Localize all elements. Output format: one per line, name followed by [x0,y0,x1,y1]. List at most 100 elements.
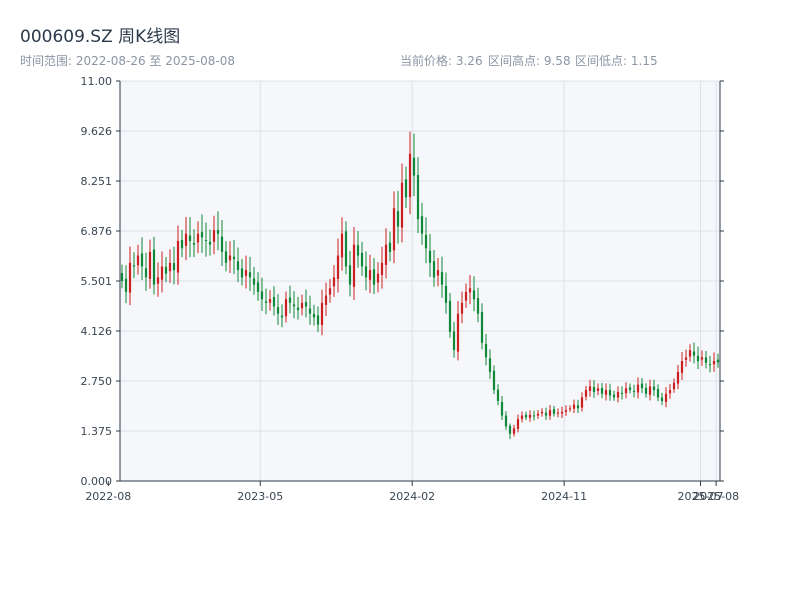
candle-up [680,361,684,373]
candle-down [600,388,604,394]
candle-down [296,307,300,311]
candle-down [708,364,712,366]
candle-up [156,277,160,284]
candle-up [300,302,304,309]
candle-down [432,261,436,278]
candle-up [516,419,520,429]
candle-down [412,157,416,176]
candle-up [536,413,540,416]
candle-up [464,291,468,301]
candle-down [240,268,244,278]
candle-down [144,268,148,278]
candle-up [560,411,564,414]
candle-down [452,331,456,351]
candle-down [420,216,424,234]
candle-up [352,244,356,287]
candle-up [168,262,172,272]
candle-up [568,408,572,410]
candle-up [228,255,232,261]
candle-down [480,312,484,343]
candle-down [224,251,228,263]
candle-down [692,351,696,356]
candle-down [632,390,636,392]
candle-down [132,265,136,267]
candle-down [696,355,700,361]
candle-up [636,384,640,393]
candle-down [140,253,144,267]
candle-up [384,244,388,265]
candle-up [512,428,516,434]
x-tick-label: 2024-02 [389,490,435,503]
candle-down [608,390,612,396]
candle-up [624,388,628,394]
candle-down [364,266,368,278]
range-low-label: 区间低点: 1.15 [575,54,658,68]
candle-down [252,278,256,285]
candle-up [468,288,472,293]
candle-down [120,273,124,281]
candle-down [496,389,500,401]
candle-up [556,412,560,414]
candle-up [460,302,464,314]
candle-down [216,229,220,234]
candle-down [544,412,548,416]
candle-up [540,411,544,414]
candle-up [564,410,568,412]
candle-down [492,370,496,391]
candle-up [268,299,272,303]
candle-down [428,250,432,263]
candle-up [328,288,332,295]
candle-down [628,387,632,391]
candle-down [476,298,480,314]
y-tick-label: 5.501 [81,275,113,288]
candle-down [484,343,488,358]
candle-down [204,240,208,242]
candle-down [344,231,348,267]
date-range-label: 时间范围: 2022-08-26 至 2025-08-08 [20,54,235,68]
x-tick-label: 2024-11 [541,490,587,503]
x-tick-label: 2023-05 [237,490,283,503]
candle-down [236,261,240,271]
candle-down [288,297,292,303]
candle-up [588,386,592,391]
candle-up [160,266,164,280]
candle-down [188,235,192,241]
candle-down [348,265,352,285]
candle-down [620,392,624,394]
candle-down [444,285,448,303]
candle-up [520,415,524,419]
candle-down [660,397,664,401]
candle-up [688,350,692,357]
y-tick-label: 2.750 [81,375,113,388]
candle-up [324,295,328,305]
candle-up [436,270,440,276]
candle-up [664,393,668,402]
candle-down [500,401,504,416]
candle-up [700,357,704,360]
range-high-label: 区间高点: 9.58 [488,54,571,68]
candle-up [380,262,384,276]
candle-down [208,241,212,245]
x-tick-label: 2025-08 [693,490,739,503]
candle-down [232,256,236,260]
candle-up [176,241,180,273]
candle-up [212,230,216,242]
chart-title: 000609.SZ 周K线图 [20,27,181,47]
candle-up [376,273,380,283]
candle-up [128,262,132,293]
candle-up [528,414,532,418]
y-tick-label: 4.126 [81,325,113,338]
candle-down [644,387,648,394]
candle-down [316,315,320,325]
candle-down [416,175,420,220]
candle-down [612,394,616,398]
candle-down [656,389,660,398]
candle-up [392,208,396,251]
candle-up [584,390,588,397]
candle-up [676,371,680,384]
candle-down [440,272,444,285]
candle-down [292,304,296,307]
x-tick-label: 2025-07 [678,490,724,503]
candle-up [148,251,152,279]
candle-down [312,313,316,318]
